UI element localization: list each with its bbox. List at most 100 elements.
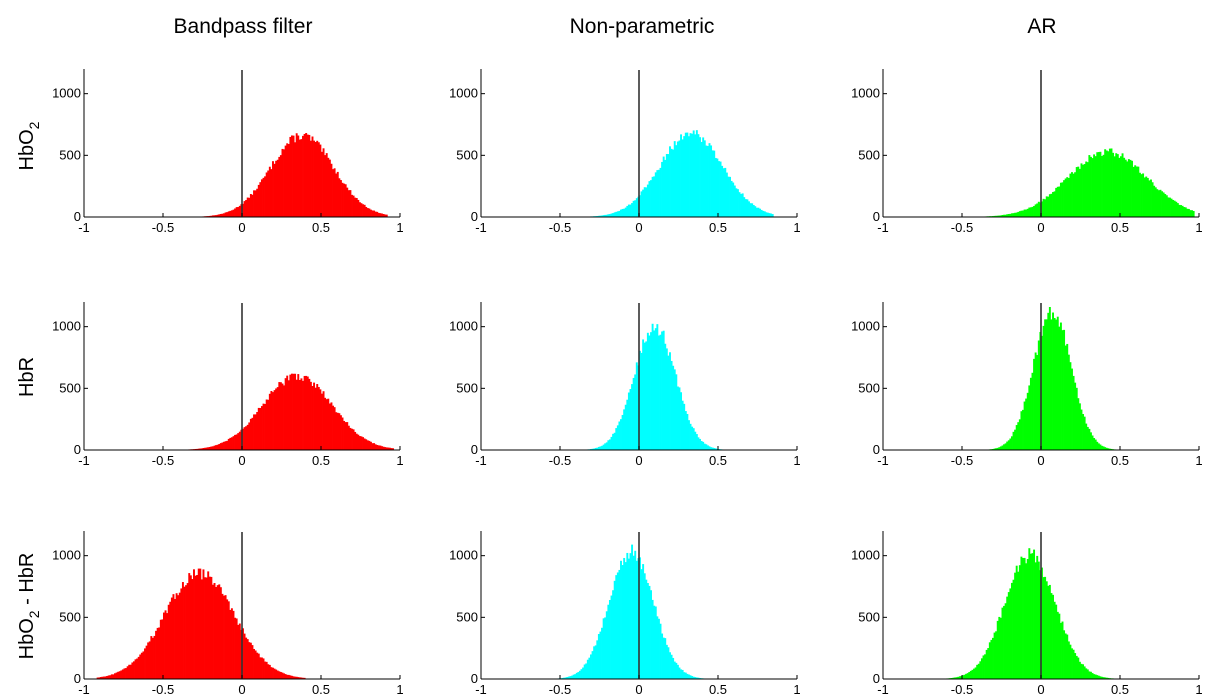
histogram-bar: [218, 444, 221, 450]
histogram-bars: [969, 148, 1195, 217]
histogram-bar: [1017, 422, 1020, 450]
y-tick-label: 0: [74, 209, 81, 224]
histogram-bar: [242, 628, 244, 679]
x-tick-label: 0.5: [1111, 682, 1129, 696]
histogram-bar: [952, 677, 955, 679]
histogram-bar: [1033, 549, 1036, 679]
histogram-bar: [974, 667, 977, 679]
histogram-bar: [740, 193, 743, 217]
histogram-bar: [624, 404, 627, 450]
histogram-bar: [694, 677, 697, 679]
histogram-bar: [999, 215, 1002, 217]
histogram-bar: [601, 627, 604, 679]
histogram-bar: [632, 377, 635, 450]
histogram-bar: [612, 213, 615, 217]
histogram-bar: [273, 668, 276, 679]
histogram-bar: [1063, 180, 1066, 217]
histogram-bar: [289, 136, 292, 217]
histogram-bar: [346, 187, 349, 217]
histogram-bar: [605, 611, 608, 679]
histogram-bar: [298, 139, 301, 217]
histogram-bars: [578, 323, 731, 450]
y-tick-label: 500: [59, 147, 81, 162]
histogram-bar: [607, 214, 610, 217]
histogram-bar: [735, 188, 738, 217]
histogram-bars: [186, 373, 395, 450]
histogram-bar: [1037, 340, 1040, 450]
histogram-bar: [188, 573, 191, 679]
histogram-bar: [744, 199, 747, 217]
histogram-bar: [292, 135, 295, 217]
histogram-bar: [687, 674, 690, 679]
histogram-bar: [232, 209, 235, 217]
histogram-bar: [213, 445, 216, 450]
histogram-bar: [1113, 156, 1116, 217]
histogram-bar: [265, 399, 268, 450]
histogram-bar: [1180, 205, 1182, 217]
x-tick-label: 1: [396, 682, 403, 696]
histogram-bar: [260, 179, 263, 217]
histogram-bar: [390, 448, 393, 450]
histogram-bar: [752, 205, 755, 217]
histogram-bar: [1042, 198, 1045, 217]
x-tick-label: -1: [78, 682, 90, 696]
histogram-bar: [651, 323, 654, 450]
histogram-bar: [272, 667, 274, 679]
histogram-bar: [131, 662, 134, 679]
histogram-bar: [298, 380, 301, 450]
histogram-bar: [189, 575, 192, 679]
histogram-bar: [1044, 319, 1047, 450]
histogram-bar: [601, 445, 604, 450]
histogram-bar: [317, 387, 320, 450]
histogram-bar: [1058, 186, 1061, 217]
x-tick-label: -0.5: [152, 682, 174, 696]
histogram-bar: [670, 148, 673, 217]
histogram-bar: [354, 431, 357, 450]
histogram-bar: [1102, 154, 1105, 217]
histogram-bar: [1048, 584, 1051, 679]
histogram-bar: [664, 638, 667, 679]
histogram-bar: [623, 409, 626, 450]
histogram-bar: [104, 676, 107, 679]
histogram-bar: [384, 214, 387, 217]
histogram-bar: [256, 188, 259, 217]
histogram-bar: [349, 190, 352, 217]
histogram-bar: [646, 583, 649, 679]
histogram-bar: [998, 616, 1001, 679]
histogram-bar: [313, 382, 316, 450]
x-tick-label: -1: [877, 453, 889, 468]
histogram-bar: [684, 132, 687, 217]
histogram-bar: [963, 674, 966, 679]
histogram-bar: [648, 335, 651, 450]
histogram-bar: [621, 414, 624, 450]
histogram-bar: [681, 669, 684, 679]
histogram-bar: [634, 550, 637, 679]
row-label-hbo2: HbO2: [16, 121, 42, 170]
histogram-bar: [211, 215, 214, 217]
histogram-bar: [1001, 445, 1004, 450]
histogram-bar: [1012, 579, 1015, 679]
histogram-bar: [567, 676, 570, 679]
histogram-bar: [996, 215, 999, 217]
histogram-bar: [713, 448, 716, 450]
histogram-bar: [321, 393, 323, 450]
histogram-bar: [246, 424, 249, 450]
histogram-bar: [1028, 385, 1031, 450]
histogram-bar: [1010, 436, 1013, 450]
histogram-bar: [365, 439, 368, 450]
histogram-bar: [1045, 581, 1048, 679]
histogram-bar: [1072, 375, 1075, 450]
histogram-bar: [1086, 426, 1089, 450]
histogram-bar: [321, 151, 323, 217]
histogram-bar: [1116, 154, 1119, 217]
histogram-bar: [306, 376, 309, 450]
x-tick-label: -0.5: [951, 220, 973, 235]
histogram-bar: [251, 645, 254, 679]
histogram-bar: [620, 209, 622, 217]
histogram-bar: [357, 434, 360, 450]
histogram-bar: [1093, 154, 1096, 217]
histogram-bar: [199, 448, 202, 450]
histogram-bar: [194, 448, 197, 450]
histogram-bar: [646, 332, 649, 450]
histogram-bar: [706, 145, 709, 217]
